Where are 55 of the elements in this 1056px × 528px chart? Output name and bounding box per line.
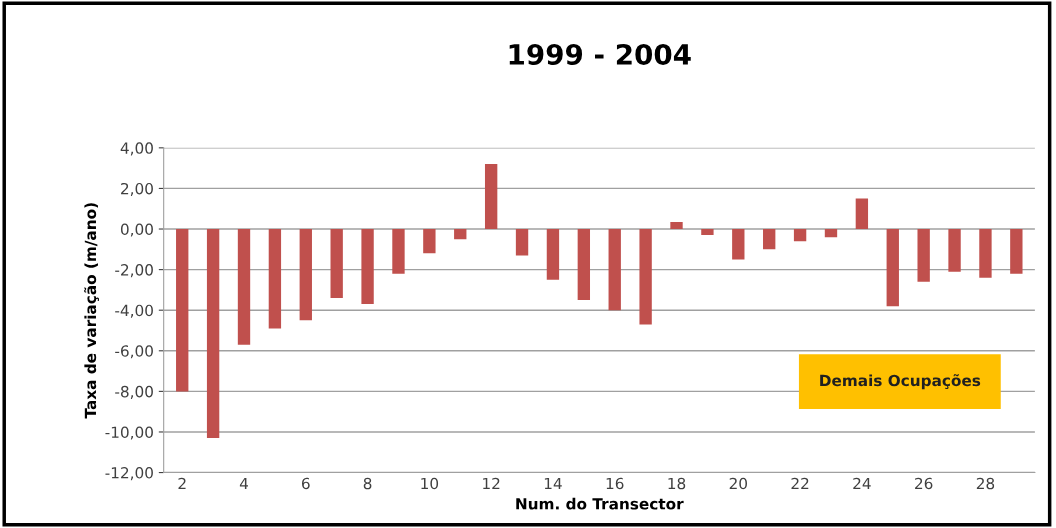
bar — [423, 229, 436, 254]
bar — [670, 221, 683, 230]
y-tick-label: -8,00 — [115, 385, 153, 399]
bar — [546, 229, 560, 280]
bar — [206, 229, 220, 439]
x-tick-label: 24 — [853, 477, 871, 490]
bar — [1010, 229, 1023, 274]
bar — [237, 229, 251, 345]
bar — [454, 229, 467, 240]
y-tick-label: -6,00 — [115, 345, 153, 359]
x-tick-label: 28 — [976, 477, 995, 490]
x-tick-label: 18 — [668, 477, 686, 490]
bar — [392, 229, 405, 274]
bar — [979, 229, 992, 278]
x-tick-label: 12 — [483, 477, 500, 490]
x-tick-label: 6 — [302, 477, 310, 490]
bar — [268, 229, 282, 329]
x-tick-label: 16 — [606, 477, 624, 490]
bar — [855, 198, 869, 230]
bar — [361, 229, 374, 305]
y-tick-label: 4,00 — [120, 142, 153, 156]
y-tick-label: -10,00 — [105, 426, 153, 440]
x-tick-label: 22 — [791, 477, 809, 490]
y-tick-label: -4,00 — [115, 304, 153, 318]
bar — [176, 229, 189, 392]
bar — [330, 229, 343, 299]
y-tick-label: 2,00 — [121, 182, 153, 197]
chart-title: 1999 - 2004 — [509, 43, 691, 65]
x-tick-label: 8 — [363, 477, 372, 490]
y-tick-label: -2,00 — [115, 264, 153, 278]
y-axis-title: Taxa de variação (m/ano) — [84, 203, 99, 419]
x-axis-title: Num. do Transector — [516, 497, 684, 510]
x-tick-label: 20 — [729, 477, 748, 490]
bar — [793, 229, 807, 242]
y-tick-label: 0,00 — [120, 223, 153, 237]
bar — [763, 229, 776, 250]
x-tick-label: 14 — [544, 477, 562, 490]
bar — [948, 229, 961, 272]
bar — [299, 229, 312, 321]
bar — [484, 164, 498, 230]
bar — [577, 229, 591, 301]
bar — [917, 229, 930, 282]
bar — [886, 229, 899, 307]
x-tick-label: 10 — [421, 477, 439, 490]
x-tick-label: 4 — [239, 477, 249, 490]
x-tick-label: 26 — [915, 477, 933, 490]
bar — [515, 229, 529, 256]
x-tick-label: 2 — [178, 477, 186, 490]
y-tick-label: -12,00 — [105, 467, 153, 481]
bar — [701, 229, 714, 236]
bar — [608, 229, 621, 311]
bar — [639, 229, 652, 325]
bar — [824, 229, 838, 238]
annotation: Demais Ocupações — [820, 374, 981, 390]
bar — [732, 229, 745, 260]
